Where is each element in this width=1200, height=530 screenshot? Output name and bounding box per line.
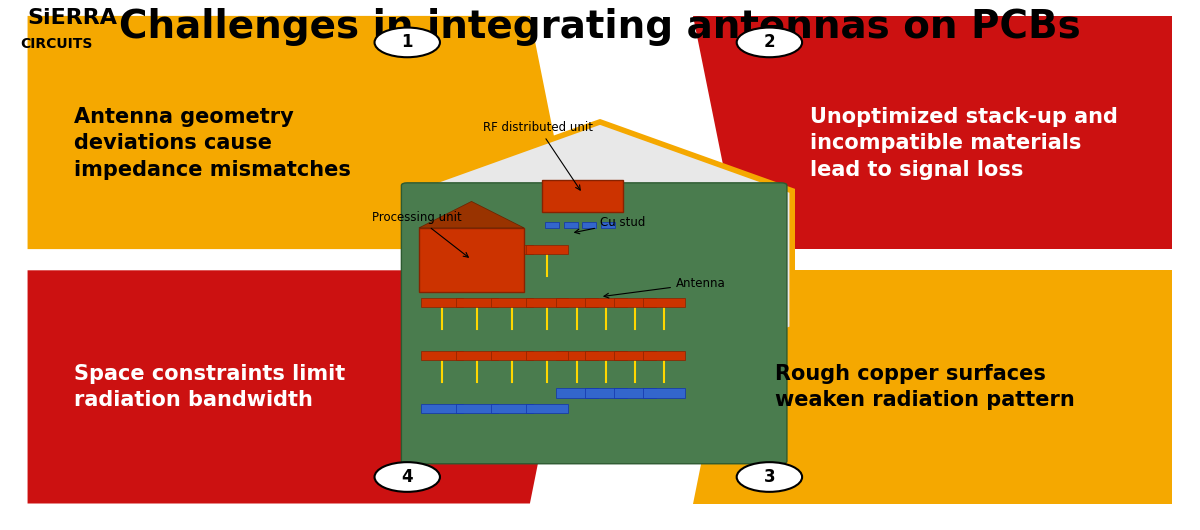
Text: S: S [112, 88, 202, 209]
FancyBboxPatch shape [541, 180, 623, 212]
Text: CIRCUITS: CIRCUITS [20, 37, 92, 51]
FancyBboxPatch shape [584, 388, 626, 398]
FancyBboxPatch shape [614, 388, 656, 398]
FancyBboxPatch shape [643, 351, 685, 360]
Polygon shape [419, 201, 524, 228]
FancyBboxPatch shape [421, 404, 463, 413]
Polygon shape [694, 270, 1172, 504]
Text: Rough copper surfaces
weaken radiation pattern: Rough copper surfaces weaken radiation p… [775, 364, 1075, 410]
FancyBboxPatch shape [421, 245, 463, 254]
FancyBboxPatch shape [527, 298, 569, 307]
FancyBboxPatch shape [545, 222, 559, 228]
FancyBboxPatch shape [527, 245, 569, 254]
FancyBboxPatch shape [584, 351, 626, 360]
FancyBboxPatch shape [614, 298, 656, 307]
Text: SiERRA: SiERRA [28, 8, 118, 28]
Text: Unoptimized stack-up and
incompatible materials
lead to signal loss: Unoptimized stack-up and incompatible ma… [810, 107, 1118, 180]
FancyBboxPatch shape [456, 298, 498, 307]
FancyBboxPatch shape [582, 222, 596, 228]
Circle shape [737, 462, 802, 492]
FancyBboxPatch shape [491, 404, 534, 413]
Circle shape [374, 462, 440, 492]
Polygon shape [28, 270, 577, 504]
FancyBboxPatch shape [527, 351, 569, 360]
FancyBboxPatch shape [527, 404, 569, 413]
Text: 1: 1 [402, 33, 413, 51]
Text: Space constraints limit
radiation bandwidth: Space constraints limit radiation bandwi… [74, 364, 346, 410]
Text: Antenna: Antenna [604, 277, 726, 298]
Text: Challenges in integrating antennas on PCBs: Challenges in integrating antennas on PC… [119, 8, 1081, 46]
FancyBboxPatch shape [456, 404, 498, 413]
Text: 2: 2 [763, 33, 775, 51]
FancyBboxPatch shape [614, 351, 656, 360]
FancyBboxPatch shape [564, 222, 578, 228]
Text: 3: 3 [763, 468, 775, 486]
Circle shape [737, 28, 802, 57]
FancyBboxPatch shape [643, 298, 685, 307]
Polygon shape [28, 16, 577, 249]
FancyBboxPatch shape [421, 298, 463, 307]
Text: Cu stud: Cu stud [575, 216, 646, 234]
Text: RF distributed unit: RF distributed unit [484, 121, 593, 190]
FancyBboxPatch shape [556, 298, 598, 307]
FancyBboxPatch shape [421, 351, 463, 360]
FancyBboxPatch shape [419, 228, 524, 292]
FancyBboxPatch shape [491, 298, 534, 307]
FancyBboxPatch shape [556, 388, 598, 398]
FancyBboxPatch shape [556, 351, 598, 360]
Text: Antenna geometry
deviations cause
impedance mismatches: Antenna geometry deviations cause impeda… [74, 107, 352, 180]
Polygon shape [408, 122, 792, 398]
FancyBboxPatch shape [456, 245, 498, 254]
FancyBboxPatch shape [601, 222, 616, 228]
Text: RA: RA [936, 88, 1129, 209]
FancyBboxPatch shape [584, 298, 626, 307]
FancyBboxPatch shape [491, 245, 534, 254]
Text: 4: 4 [402, 468, 413, 486]
Text: TS: TS [944, 321, 1120, 442]
Text: Processing unit: Processing unit [372, 211, 468, 257]
FancyBboxPatch shape [401, 183, 787, 464]
FancyBboxPatch shape [643, 388, 685, 398]
FancyBboxPatch shape [456, 351, 498, 360]
Circle shape [374, 28, 440, 57]
Polygon shape [694, 16, 1172, 249]
FancyBboxPatch shape [491, 351, 534, 360]
Text: CI: CI [86, 321, 226, 442]
